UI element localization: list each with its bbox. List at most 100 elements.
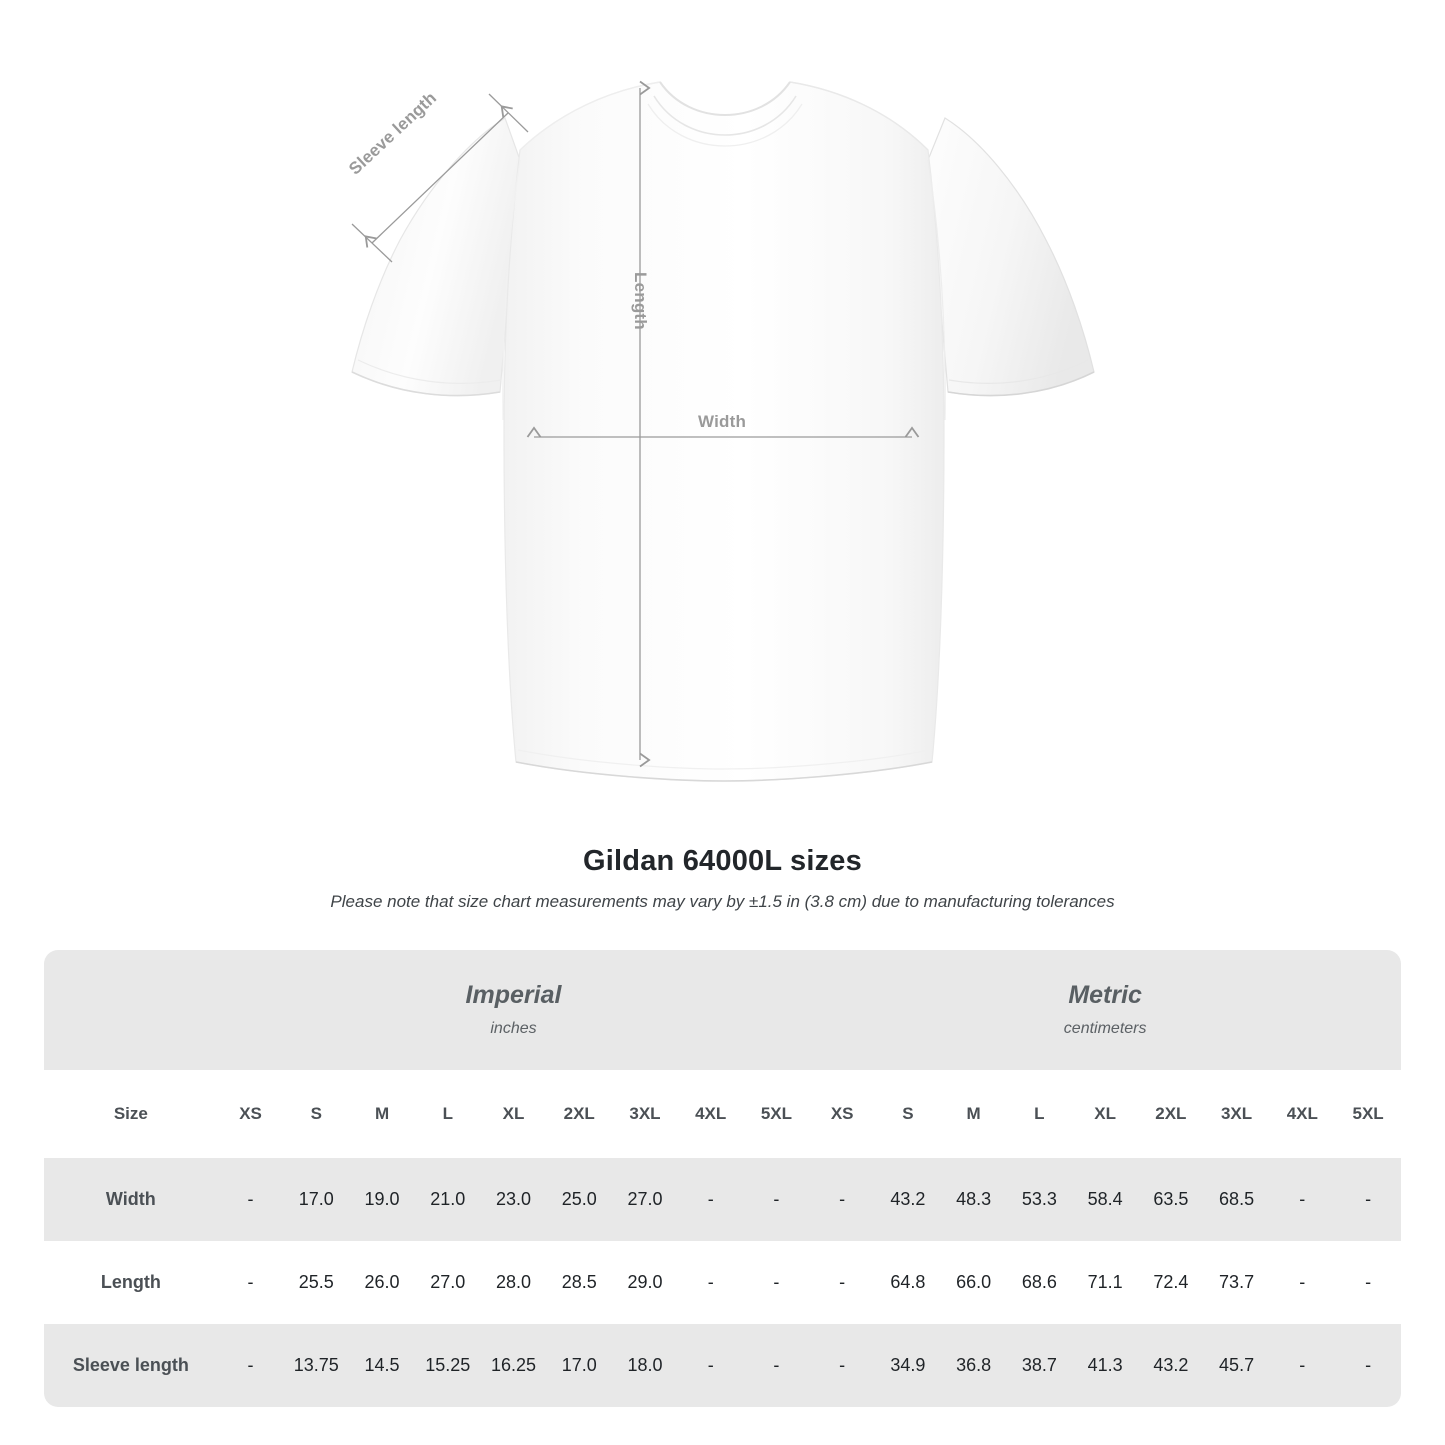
sleeve-cap-top [488,93,529,133]
cell-sleeve-length-metric-xl: 41.3 [1072,1324,1138,1407]
unit-group-sublabel: inches [490,1020,537,1038]
cell-sleeve-length-imperial-3xl: 18.0 [612,1324,678,1407]
cell-sleeve-length-metric-3xl: 45.7 [1203,1324,1270,1407]
cell-sleeve-length-imperial-xs: - [217,1324,284,1407]
size-header-imperial-s: S [283,1070,350,1158]
unit-banner-row: Imperial inches Metric centimeters [44,950,1401,1070]
unit-group-name: Metric [1068,980,1142,1009]
size-header-metric-4xl: 4XL [1269,1070,1336,1158]
cell-length-imperial-4xl: - [677,1241,744,1324]
cell-length-imperial-3xl: 29.0 [612,1241,678,1324]
size-header-metric-2xl: 2XL [1137,1070,1204,1158]
cell-sleeve-length-imperial-5xl: - [743,1324,810,1407]
cell-width-imperial-2xl: 25.0 [546,1158,613,1241]
unit-group-sublabel: centimeters [1063,1020,1147,1038]
cell-width-imperial-s: 17.0 [283,1158,350,1241]
cell-width-imperial-xs: - [217,1158,284,1241]
left-armhole-seam [502,159,521,421]
cell-sleeve-length-imperial-4xl: - [677,1324,744,1407]
table-row: Length -25.5 26.0 27.0 28.0 28.5 29.0- - -64.8 66… [44,1241,1401,1324]
cell-width-metric-3xl: 68.5 [1203,1158,1270,1241]
cell-length-metric-2xl: 72.4 [1137,1241,1204,1324]
size-header-metric-s: S [875,1070,941,1158]
cell-width-metric-s: 43.2 [875,1158,941,1241]
tshirt-measurement-diagram: Sleeve length Length Width [345,80,1095,782]
cell-width-imperial-4xl: - [677,1158,744,1241]
cell-sleeve-length-metric-4xl: - [1269,1324,1336,1407]
cell-width-metric-2xl: 63.5 [1137,1158,1204,1241]
cell-sleeve-length-metric-5xl: - [1335,1324,1401,1407]
width-label: Width [698,412,747,431]
cell-length-imperial-2xl: 28.5 [546,1241,613,1324]
cell-length-imperial-5xl: - [743,1241,810,1324]
cell-sleeve-length-imperial-s: 13.75 [283,1324,350,1407]
cell-width-imperial-l: 21.0 [414,1158,481,1241]
cell-length-imperial-s: 25.5 [283,1241,350,1324]
cell-length-metric-4xl: - [1269,1241,1336,1324]
size-header-row: Size XS S M L XL 2XL 3XL 4XL 5XL XS S M L XL 2XL 3XL 4XL 5… [44,1070,1401,1158]
neckline-rib [653,95,797,136]
size-header-imperial-3xl: 3XL [612,1070,678,1158]
bottom-hem [515,761,933,782]
size-header-metric-xs: XS [809,1070,876,1158]
size-header-metric-l: L [1006,1070,1073,1158]
right-armhole-seam [927,159,946,421]
cell-sleeve-length-imperial-2xl: 17.0 [546,1324,613,1407]
unit-banner-spacer [44,950,218,1070]
right-shoulder-seam [789,81,929,151]
size-header-metric-5xl: 5XL [1335,1070,1401,1158]
cell-width-imperial-3xl: 27.0 [612,1158,678,1241]
cell-width-metric-xl: 58.4 [1072,1158,1138,1241]
size-chart-table: Imperial inches Metric centimeters Size XS S M L… [44,950,1401,1407]
cell-sleeve-length-metric-m: 36.8 [940,1324,1007,1407]
cell-width-metric-m: 48.3 [940,1158,1007,1241]
row-label-sleeve-length: Sleeve length [44,1324,218,1407]
cell-length-imperial-l: 27.0 [414,1241,481,1324]
row-label-length: Length [44,1241,218,1324]
cell-length-metric-s: 64.8 [875,1241,941,1324]
page-title: Gildan 64000L sizes [583,845,862,877]
cell-length-metric-5xl: - [1335,1241,1401,1324]
right-sleeve [927,117,1095,397]
unit-group-metric: Metric centimeters [809,950,1401,1070]
size-header-imperial-m: M [349,1070,415,1158]
cell-width-metric-l: 53.3 [1006,1158,1073,1241]
left-sleeve-hem [351,371,501,397]
cell-length-metric-xl: 71.1 [1072,1241,1138,1324]
cell-sleeve-length-metric-l: 38.7 [1006,1324,1073,1407]
size-chart-container: Imperial inches Metric centimeters Size XS S M L… [44,950,1401,1407]
size-header-metric-3xl: 3XL [1203,1070,1270,1158]
bottom-hem-inner [517,749,931,770]
cell-sleeve-length-imperial-xl: 16.25 [480,1324,547,1407]
table-row: Width -17.0 19.0 21.0 23.0 25.0 27.0- - -43.2 48.… [44,1158,1401,1241]
size-header-imperial-4xl: 4XL [677,1070,744,1158]
cell-length-metric-l: 68.6 [1006,1241,1073,1324]
cell-width-imperial-xl: 23.0 [480,1158,547,1241]
sleeve-cap-bottom [351,223,393,263]
left-sleeve-hem-inner [357,359,502,384]
cell-sleeve-length-imperial-m: 14.5 [349,1324,415,1407]
size-header-metric-xl: XL [1072,1070,1138,1158]
cell-length-metric-xs: - [809,1241,876,1324]
size-header-imperial-xl: XL [480,1070,547,1158]
tshirt-illustration [351,80,1095,782]
size-header-imperial-l: L [414,1070,481,1158]
right-sleeve-hem-inner [948,359,1089,384]
size-header-imperial-xs: XS [217,1070,284,1158]
cell-width-imperial-5xl: - [743,1158,810,1241]
cell-sleeve-length-metric-2xl: 43.2 [1137,1324,1204,1407]
cell-length-metric-3xl: 73.7 [1203,1241,1270,1324]
size-header-label: Size [44,1070,218,1158]
cell-length-imperial-m: 26.0 [349,1241,415,1324]
size-header-imperial-2xl: 2XL [546,1070,613,1158]
title-block: Gildan 64000L sizes Please note that siz… [0,845,1445,912]
cell-sleeve-length-metric-xs: - [809,1324,876,1407]
cell-width-metric-5xl: - [1335,1158,1401,1241]
right-sleeve-hem [947,371,1095,397]
unit-group-imperial: Imperial inches [217,950,810,1070]
cell-sleeve-length-imperial-l: 15.25 [414,1324,481,1407]
cell-length-imperial-xs: - [217,1241,284,1324]
cell-length-metric-m: 66.0 [940,1241,1007,1324]
cell-width-metric-4xl: - [1269,1158,1336,1241]
row-label-width: Width [44,1158,218,1241]
